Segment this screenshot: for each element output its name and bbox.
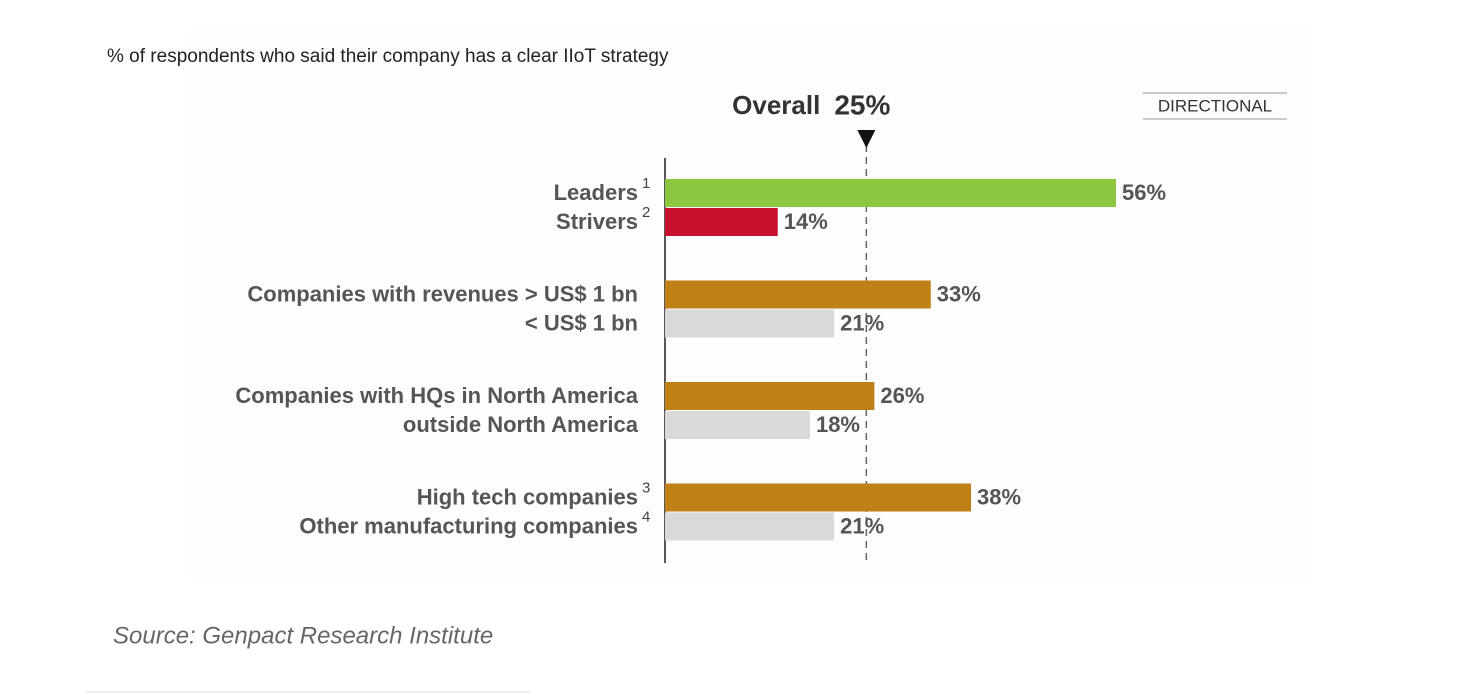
chart-title: % of respondents who said their company …: [107, 46, 669, 67]
footnote-marker: 4: [642, 508, 650, 525]
footnote-marker: 2: [642, 204, 650, 221]
reference-value: 25%: [834, 89, 890, 120]
value-label: 18%: [816, 412, 860, 437]
category-label: Companies with revenues > US$ 1 bn: [247, 281, 638, 306]
reference-marker: [857, 130, 876, 148]
value-label: 56%: [1122, 180, 1166, 205]
value-label: 33%: [937, 281, 981, 306]
bar: [665, 411, 810, 439]
bar: [665, 179, 1116, 207]
reference-label: Overall: [732, 90, 820, 120]
category-label: < US$ 1 bn: [525, 310, 638, 335]
category-label: outside North America: [403, 412, 639, 437]
category-label: Strivers: [556, 209, 638, 234]
bar: [665, 309, 835, 338]
bar: [665, 483, 972, 512]
source: Source: Genpact Research Institute: [113, 622, 493, 649]
value-label: 38%: [977, 484, 1021, 509]
bar: [665, 512, 835, 541]
bar: [665, 208, 778, 236]
value-label: 26%: [880, 383, 924, 408]
bar: [665, 382, 875, 410]
value-label: 14%: [784, 209, 828, 234]
category-label: Companies with HQs in North America: [235, 383, 638, 408]
badge: DIRECTIONAL: [1158, 96, 1272, 115]
footnote-marker: 3: [642, 479, 650, 496]
category-label: Leaders: [554, 180, 638, 205]
value-label: 21%: [840, 310, 884, 335]
footnote-marker: 1: [642, 175, 650, 192]
value-label: 21%: [840, 513, 884, 538]
category-label: High tech companies: [417, 484, 638, 509]
category-label: Other manufacturing companies: [299, 513, 638, 538]
bar: [665, 280, 931, 309]
